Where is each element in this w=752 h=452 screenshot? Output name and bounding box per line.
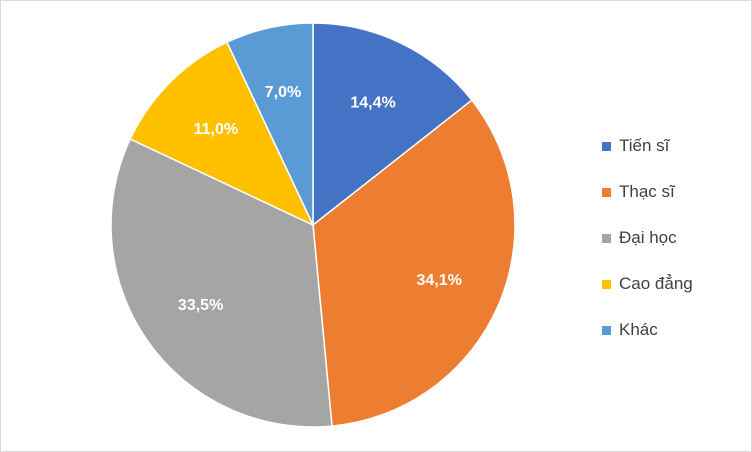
pie-slice-1 bbox=[312, 99, 516, 427]
legend-item-khac: Khác bbox=[602, 307, 693, 353]
legend-label: Tiến sĩ bbox=[619, 136, 670, 155]
pie-slice-2 bbox=[110, 137, 333, 428]
pie-slice-3 bbox=[129, 41, 315, 227]
legend-item-dai-hoc: Đại học bbox=[602, 215, 693, 261]
data-label-0: 14,4% bbox=[350, 94, 395, 111]
legend-swatch bbox=[602, 279, 611, 289]
data-label-3: 11,0% bbox=[194, 121, 238, 138]
legend-label: Cao đẳng bbox=[619, 274, 693, 293]
data-label-1: 34,1% bbox=[417, 272, 462, 289]
legend-label: Đại học bbox=[619, 228, 677, 247]
legend-label: Khác bbox=[619, 320, 658, 339]
legend-swatch bbox=[602, 187, 611, 197]
legend-swatch bbox=[602, 325, 611, 335]
pie-slice-0 bbox=[312, 22, 473, 227]
legend-swatch bbox=[602, 141, 611, 151]
legend-item-thac-si: Thạc sĩ bbox=[602, 169, 693, 215]
legend-item-tien-si: Tiến sĩ bbox=[602, 123, 693, 169]
legend-swatch bbox=[602, 233, 611, 243]
legend: Tiến sĩ Thạc sĩ Đại học Cao đẳng Khác bbox=[602, 123, 693, 353]
data-label-2: 33,5% bbox=[178, 297, 223, 314]
pie-slice-4 bbox=[225, 22, 314, 226]
legend-item-cao-dang: Cao đẳng bbox=[602, 261, 693, 307]
legend-label: Thạc sĩ bbox=[619, 182, 675, 201]
data-label-4: 7,0% bbox=[265, 84, 301, 101]
